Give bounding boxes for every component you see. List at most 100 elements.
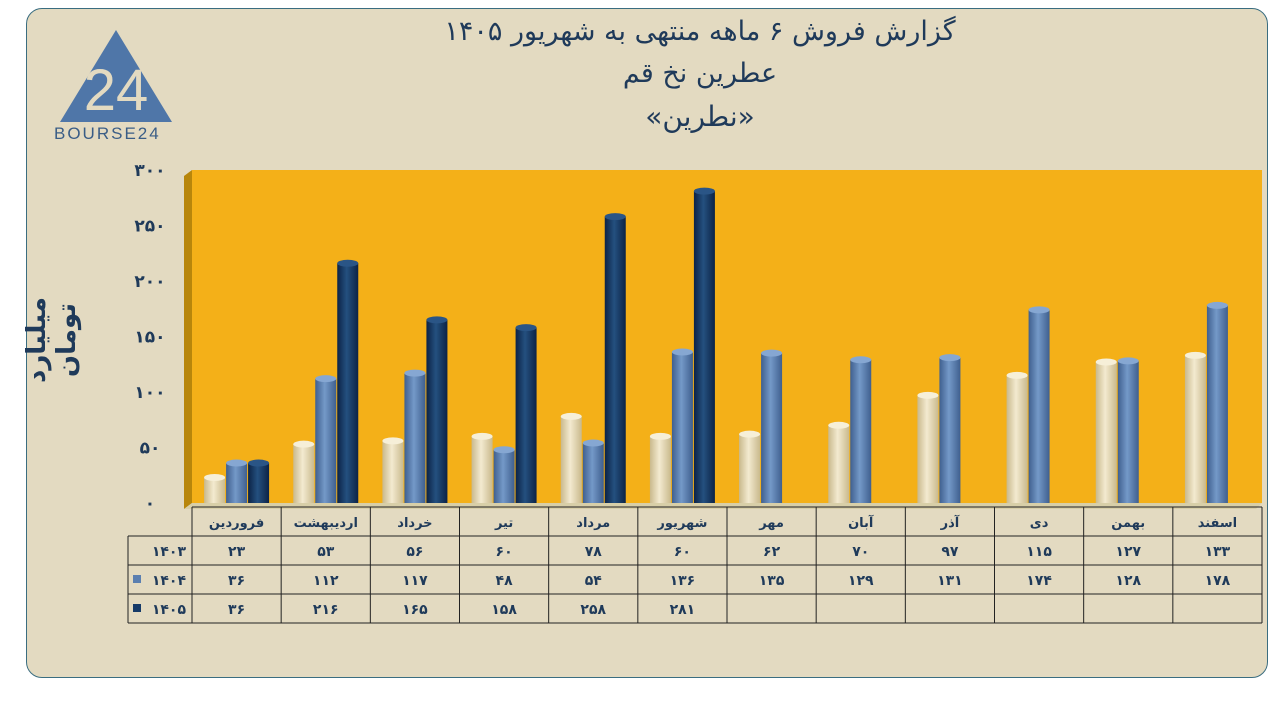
bar-top [1117, 357, 1139, 365]
x-tick-label: بهمن [1111, 516, 1145, 531]
data-label: ۶۰ [674, 544, 691, 560]
bar [426, 319, 448, 503]
bar [1028, 309, 1050, 503]
bar-top [382, 437, 404, 445]
data-label: ۱۵۸ [491, 602, 517, 618]
bar [828, 425, 850, 503]
bar-top [693, 187, 715, 195]
logo-text: BOURSE24 [54, 124, 161, 143]
data-label: ۳۶ [228, 602, 245, 618]
data-label: ۱۷۴ [1026, 573, 1052, 589]
bar [204, 477, 226, 503]
data-label: ۱۲۹ [848, 573, 874, 589]
data-label: ۱۱۵ [1026, 544, 1052, 560]
plot-side-wall [184, 170, 192, 509]
data-label: ۷۰ [852, 544, 869, 560]
bar [404, 373, 426, 503]
chart-title: گزارش فروش ۶ ماهه منتهی به شهریور ۱۴۰۵ [444, 16, 956, 47]
y-tick-label: ۵۰ [140, 439, 161, 459]
y-tick-label: ۲۰۰ [134, 272, 165, 292]
y-tick-label: ۳۰۰ [134, 161, 165, 181]
bar [315, 378, 337, 503]
bar-top [761, 349, 783, 357]
y-tick-label: ۲۵۰ [134, 217, 165, 237]
data-label: ۳۶ [228, 573, 245, 589]
data-label: ۱۱۷ [402, 573, 428, 589]
bar-top [426, 316, 448, 324]
data-label: ۶۰ [496, 544, 513, 560]
bar-top [604, 213, 626, 221]
bar [248, 463, 270, 503]
bar-top [404, 369, 426, 377]
legend-key [133, 604, 141, 612]
bar-top [939, 354, 961, 362]
data-label: ۵۴ [585, 573, 603, 589]
x-tick-label: اردیبهشت [294, 516, 358, 531]
y-tick-label: ۱۵۰ [134, 328, 165, 348]
data-label: ۲۱۶ [313, 602, 339, 618]
bar-top [493, 446, 515, 454]
data-label: ۷۸ [585, 544, 603, 560]
x-tick-label: تیر [494, 516, 513, 531]
bar [939, 357, 961, 503]
data-label: ۵۳ [317, 544, 335, 560]
bar-top [515, 324, 537, 332]
bar-top [1006, 371, 1028, 379]
bar [337, 263, 359, 503]
y-tick-label: ۱۰۰ [134, 383, 165, 403]
x-tick-label: شهریور [656, 516, 707, 531]
data-label: ۱۶۵ [402, 602, 428, 618]
x-tick-label: مرداد [576, 516, 610, 531]
data-label: ۲۵۸ [580, 602, 606, 618]
bar-top [582, 439, 604, 447]
bar-top [649, 432, 671, 440]
x-tick-label: آذر [940, 514, 960, 531]
data-label: ۱۳۱ [937, 573, 963, 589]
bar [1206, 305, 1228, 503]
y-tick-label: ۰ [145, 494, 155, 514]
data-label: ۱۳۶ [670, 573, 696, 589]
bar [382, 440, 404, 503]
bar-top [560, 412, 582, 420]
bar-top [1184, 351, 1206, 359]
x-tick-label: فروردین [209, 516, 264, 531]
data-label: ۴۸ [496, 573, 514, 589]
chart-subtitle: عطرین نخ قم [622, 58, 778, 89]
data-label: ۲۸۱ [670, 602, 696, 618]
data-label: ۱۱۲ [313, 573, 339, 589]
bar-top [315, 375, 337, 383]
bourse24-logo: 24 [60, 30, 172, 123]
legend-key [133, 575, 141, 583]
x-tick-label: مهر [758, 516, 784, 531]
bar-top [828, 421, 850, 429]
bar [917, 395, 939, 503]
data-label: ۱۲۷ [1115, 544, 1141, 560]
chart-symbol: «نطرین» [645, 100, 755, 133]
plot-area [192, 170, 1262, 503]
bar [671, 352, 693, 503]
bar [604, 216, 626, 503]
data-label: ۹۷ [941, 544, 959, 560]
bar-top [1206, 301, 1228, 309]
bar [582, 443, 604, 503]
bar [1117, 360, 1139, 503]
bar-top [204, 473, 226, 481]
legend-label: ۱۴۰۴ [152, 573, 187, 589]
data-label: ۱۲۸ [1115, 573, 1141, 589]
data-label: ۶۲ [763, 544, 781, 560]
bar-top [337, 259, 359, 267]
logo-mark: 24 [84, 58, 149, 123]
data-label: ۲۳ [228, 544, 246, 560]
bar [493, 449, 515, 503]
bar-top [671, 348, 693, 356]
bar [471, 436, 493, 503]
bar [761, 353, 783, 503]
bar-top [850, 356, 872, 364]
bar [1095, 362, 1117, 503]
data-label: ۱۷۸ [1205, 573, 1231, 589]
bar [226, 463, 248, 503]
bar-top [226, 459, 248, 467]
bar-top [1028, 306, 1050, 314]
bar [515, 327, 537, 503]
bar [1184, 355, 1206, 503]
